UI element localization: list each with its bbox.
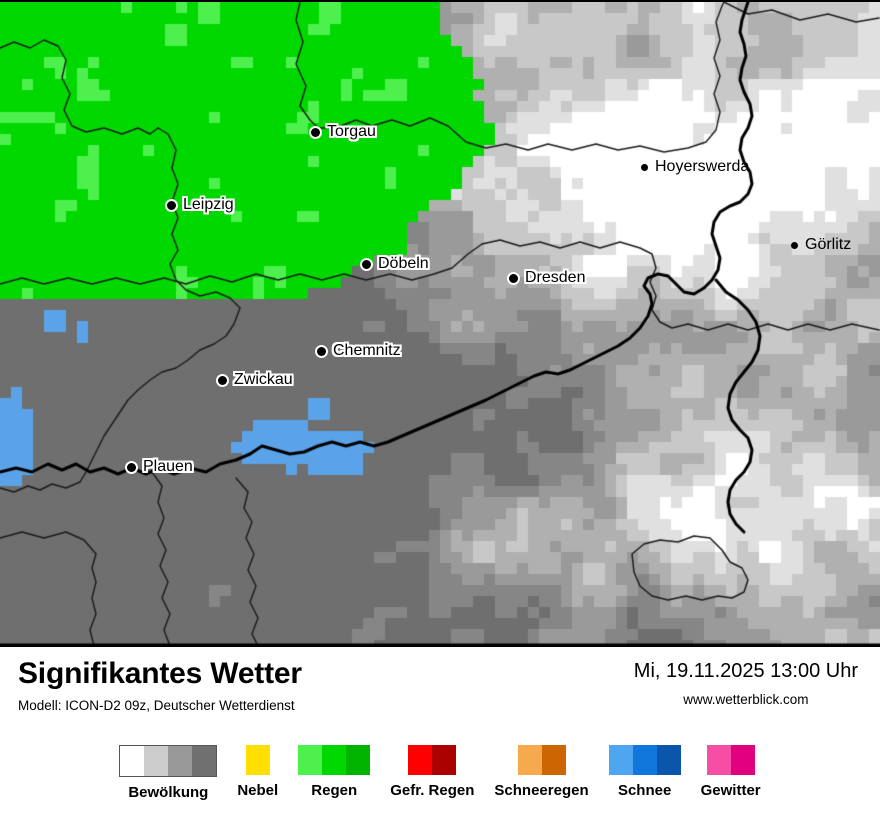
legend-item-gefr-regen: Gefr. Regen xyxy=(390,745,474,799)
legend-color-block xyxy=(168,746,193,776)
legend-item-schnee: Schnee xyxy=(608,745,681,799)
legend-color-block xyxy=(322,745,347,775)
title-block: Signifikantes Wetter Modell: ICON-D2 09z… xyxy=(18,657,302,714)
page-title: Signifikantes Wetter xyxy=(18,657,302,690)
legend-color-block xyxy=(656,745,681,775)
legend-color-block xyxy=(517,745,542,775)
legend-color-block xyxy=(408,745,433,775)
weather-map[interactable]: Torgau Leipzig Hoyerswerda Görlitz Döbeln Dre… xyxy=(0,0,880,647)
legend-color-block xyxy=(120,746,145,776)
legend-label: Gewitter xyxy=(700,782,761,799)
footer-header: Signifikantes Wetter Modell: ICON-D2 09z… xyxy=(0,647,880,727)
meta-block: Mi, 19.11.2025 13:00 Uhr www.wetterblick… xyxy=(634,661,858,707)
legend-item-gewitter: Gewitter xyxy=(701,745,761,799)
legend-color-block xyxy=(730,745,755,775)
valid-time: Mi, 19.11.2025 13:00 Uhr xyxy=(633,660,858,682)
legend-label: Regen xyxy=(311,782,358,799)
legend-color-block xyxy=(706,745,731,775)
legend-swatch xyxy=(608,745,681,775)
legend-color-block xyxy=(432,745,457,775)
legend-item-nebel: Nebel xyxy=(237,745,278,799)
site-url: www.wetterblick.com xyxy=(683,692,809,707)
legend-swatch xyxy=(408,745,457,775)
legend-color-block xyxy=(192,746,217,776)
legend-label: Schnee xyxy=(617,782,672,799)
legend-color-block xyxy=(144,746,169,776)
legend: Bewölkung Nebel Regen Gefr. Regen Schneerege… xyxy=(0,745,880,801)
legend-color-block xyxy=(541,745,566,775)
legend-label: Nebel xyxy=(237,782,279,799)
map-footer: Signifikantes Wetter Modell: ICON-D2 09z… xyxy=(0,647,880,830)
legend-color-block xyxy=(346,745,371,775)
legend-swatch xyxy=(245,745,270,775)
legend-color-block xyxy=(608,745,633,775)
legend-swatch xyxy=(119,745,218,777)
legend-swatch xyxy=(706,745,755,775)
legend-item-regen: Regen xyxy=(298,745,371,799)
legend-color-block xyxy=(632,745,657,775)
legend-color-block xyxy=(245,745,270,775)
legend-label: Bewölkung xyxy=(128,784,209,801)
legend-label: Gefr. Regen xyxy=(390,782,475,799)
legend-swatch xyxy=(298,745,371,775)
model-subtitle: Modell: ICON-D2 09z, Deutscher Wetterdie… xyxy=(18,698,295,713)
legend-item-bew-lkung: Bewölkung xyxy=(119,745,218,801)
legend-swatch xyxy=(517,745,566,775)
weather-map-canvas[interactable] xyxy=(0,2,880,645)
legend-item-schneeregen: Schneeregen xyxy=(494,745,589,799)
legend-label: Schneeregen xyxy=(494,782,589,799)
legend-color-block xyxy=(298,745,323,775)
